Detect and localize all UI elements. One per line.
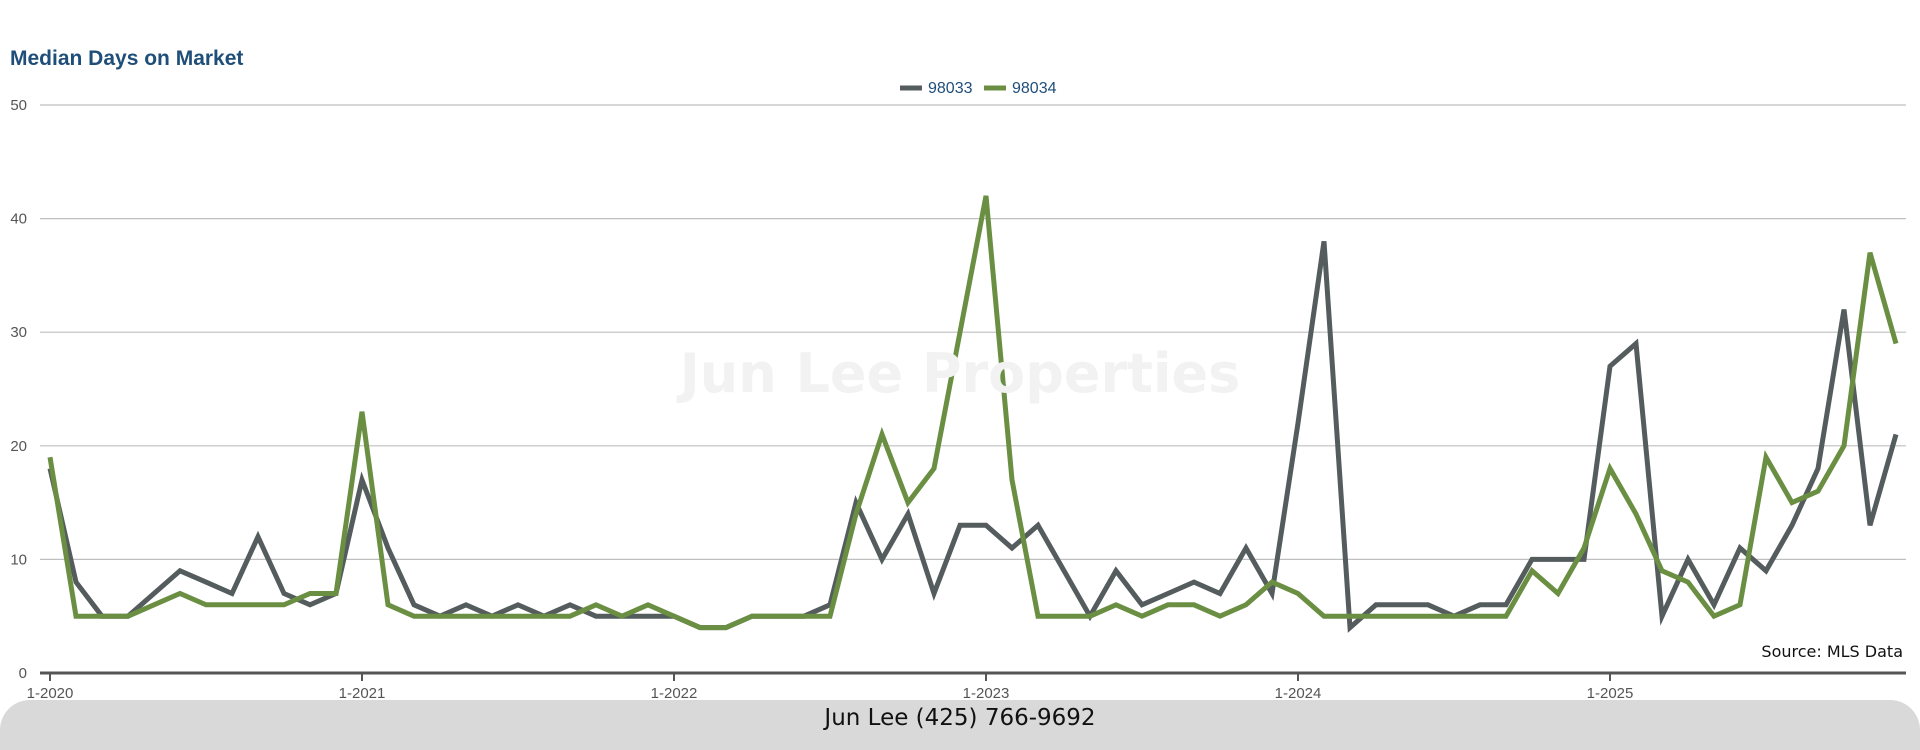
chart-title: Median Days on Market xyxy=(10,47,244,70)
y-tick-label: 50 xyxy=(10,97,27,114)
series-layer xyxy=(47,195,1899,633)
y-tick-label: 10 xyxy=(10,551,27,568)
source-note: Source: MLS Data xyxy=(1761,642,1903,661)
footer-bar xyxy=(0,700,1920,750)
x-tick-label: 1-2021 xyxy=(339,685,386,700)
x-tick-label: 1-2025 xyxy=(1587,685,1634,700)
y-tick-label: 0 xyxy=(19,665,27,682)
series-line-98033 xyxy=(47,240,1899,633)
grid-layer xyxy=(40,104,1906,561)
y-tick-label: 30 xyxy=(10,324,27,341)
x-tick-label: 1-2023 xyxy=(963,685,1010,700)
y-tick-label: 40 xyxy=(10,211,27,228)
axis-layer: 0 10 20 30 40 50 1-2020 1-2021 1-2022 1-2023 1-202… xyxy=(10,97,1906,700)
x-tick-label: 1-2024 xyxy=(1275,685,1322,700)
x-tick-label: 1-2020 xyxy=(27,685,74,700)
legend: 98033 98034 xyxy=(900,80,1057,97)
x-tick-label: 1-2022 xyxy=(651,685,698,700)
legend-label-98034: 98034 xyxy=(1012,80,1057,97)
line-chart: 0 10 20 30 40 50 1-2020 1-2021 1-2022 1-2023 1-202… xyxy=(10,80,1906,700)
footer-contact: Jun Lee (425) 766-9692 xyxy=(824,705,1096,731)
legend-label-98033: 98033 xyxy=(928,80,973,97)
y-tick-label: 20 xyxy=(10,438,27,455)
series-line-98034 xyxy=(47,195,1899,631)
